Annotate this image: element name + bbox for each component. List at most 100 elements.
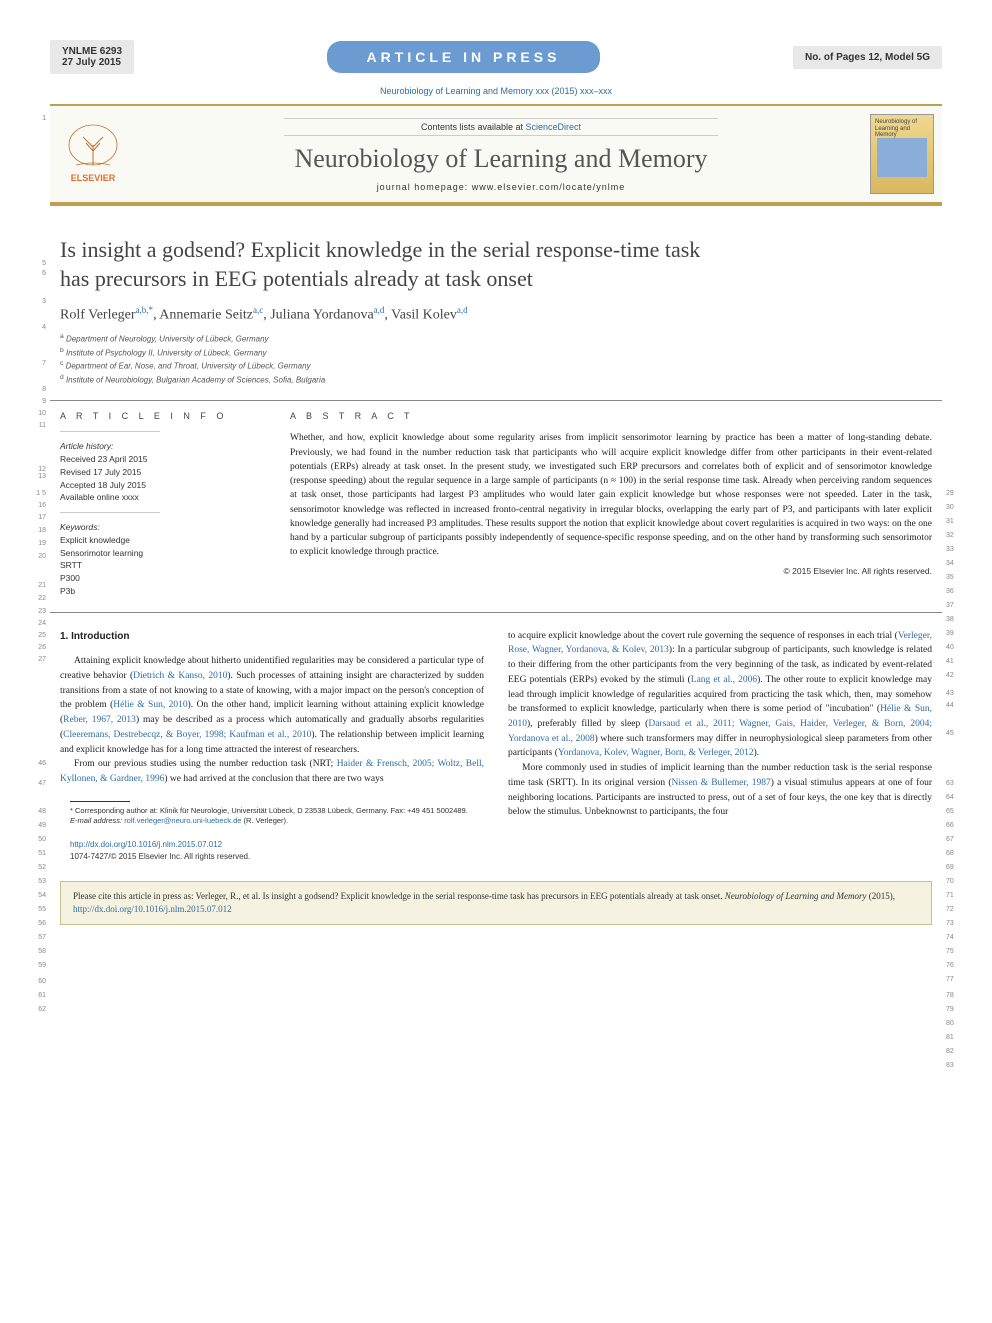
- citation-link[interactable]: Reber, 1967, 2013: [63, 715, 136, 725]
- line-number: 82: [946, 1048, 962, 1055]
- pages-model-box: No. of Pages 12, Model 5G: [793, 46, 942, 69]
- line-number: 18: [30, 527, 46, 534]
- body-column-left: 1. Introduction Attaining explicit knowl…: [60, 629, 484, 864]
- line-number: 58: [30, 948, 46, 955]
- line-number: 74: [946, 934, 962, 941]
- manuscript-date: 27 July 2015: [62, 57, 122, 68]
- sciencedirect-link[interactable]: ScienceDirect: [526, 122, 582, 132]
- doi-link[interactable]: http://dx.doi.org/10.1016/j.nlm.2015.07.…: [73, 904, 232, 914]
- line-number: 48: [30, 808, 46, 815]
- line-number: 17: [30, 514, 46, 521]
- journal-title: Neurobiology of Learning and Memory: [140, 144, 862, 174]
- line-number: 78: [946, 992, 962, 999]
- line-number: 56: [30, 920, 46, 927]
- authors-line: Rolf Verlegera,b,*, Annemarie Seitza,c, …: [50, 305, 942, 324]
- line-number: 25: [30, 632, 46, 639]
- abstract-column: A B S T R A C T Whether, and how, explic…: [290, 411, 932, 597]
- line-number: 64: [946, 794, 962, 801]
- author: Juliana Yordanova: [270, 308, 373, 323]
- keyword: Sensorimotor learning: [60, 547, 260, 560]
- line-number: 33: [946, 546, 962, 553]
- line-number: 7: [30, 360, 46, 367]
- citation-link[interactable]: Nissen & Bullemer, 1987: [672, 778, 771, 788]
- author: Vasil Kolev: [391, 308, 457, 323]
- line-number: 61: [30, 992, 46, 999]
- line-number: 19: [30, 540, 46, 547]
- keywords-label: Keywords:: [60, 521, 260, 534]
- line-number: 1 5: [30, 490, 46, 497]
- doi-link[interactable]: http://dx.doi.org/10.1016/j.nlm.2015.07.…: [70, 840, 222, 849]
- article-in-press-badge: ARTICLE IN PRESS: [327, 41, 601, 73]
- line-number: 35: [946, 574, 962, 581]
- line-number: 45: [946, 730, 962, 737]
- author: Rolf Verleger: [60, 308, 136, 323]
- issn-copyright: 1074-7427/© 2015 Elsevier Inc. All right…: [70, 852, 250, 861]
- cover-thumbnail-cell: Neurobiology of Learning and Memory: [862, 106, 942, 202]
- email-link[interactable]: rolf.verleger@neuro.uni-luebeck.de: [124, 816, 241, 825]
- revised-date: Revised 17 July 2015: [60, 466, 260, 479]
- affiliations: a Department of Neurology, University of…: [50, 332, 942, 387]
- body-paragraph: From our previous studies using the numb…: [60, 757, 484, 786]
- accepted-date: Accepted 18 July 2015: [60, 479, 260, 492]
- line-number: 20: [30, 553, 46, 560]
- citation-link[interactable]: Yordanova, Kolev, Wagner, Born, & Verleg…: [558, 748, 754, 758]
- line-number: 16: [30, 502, 46, 509]
- line-number: 44: [946, 702, 962, 709]
- line-number: 37: [946, 602, 962, 609]
- line-number: 27: [30, 656, 46, 663]
- doi-block: http://dx.doi.org/10.1016/j.nlm.2015.07.…: [60, 839, 484, 864]
- line-number: 31: [946, 518, 962, 525]
- body-paragraph: More commonly used in studies of implici…: [508, 761, 932, 820]
- contents-available-line: Contents lists available at ScienceDirec…: [284, 118, 717, 136]
- svg-text:ELSEVIER: ELSEVIER: [71, 173, 116, 183]
- line-number: 10: [30, 410, 46, 417]
- line-number: 49: [30, 822, 46, 829]
- line-number: 46: [30, 760, 46, 767]
- manuscript-code-box: YNLME 6293 27 July 2015: [50, 40, 134, 74]
- section-heading-intro: 1. Introduction: [60, 629, 484, 645]
- footnotes: * Corresponding author at: Klinik für Ne…: [60, 806, 484, 827]
- line-number: 30: [946, 504, 962, 511]
- line-number: 57: [30, 934, 46, 941]
- line-number: 22: [30, 595, 46, 602]
- header-center: ARTICLE IN PRESS: [134, 41, 793, 73]
- line-number: 79: [946, 1006, 962, 1013]
- keyword: P3b: [60, 585, 260, 598]
- history-label: Article history:: [60, 440, 260, 453]
- copyright-line: © 2015 Elsevier Inc. All rights reserved…: [290, 566, 932, 576]
- line-number: 55: [30, 906, 46, 913]
- line-number: 47: [30, 780, 46, 787]
- line-number: 53: [30, 878, 46, 885]
- citation-link[interactable]: Lang et al., 2006: [691, 675, 757, 685]
- line-number: 71: [946, 892, 962, 899]
- line-number: 51: [30, 850, 46, 857]
- journal-reference-link[interactable]: Neurobiology of Learning and Memory xxx …: [50, 86, 942, 96]
- line-number: 4: [30, 324, 46, 331]
- elsevier-tree-logo: ELSEVIER: [58, 117, 128, 187]
- abstract-text: Whether, and how, explicit knowledge abo…: [290, 431, 932, 559]
- line-number: 6: [30, 270, 46, 277]
- line-number: 62: [30, 1006, 46, 1013]
- line-number: 63: [946, 780, 962, 787]
- line-number: 75: [946, 948, 962, 955]
- line-number: 52: [30, 864, 46, 871]
- received-date: Received 23 April 2015: [60, 453, 260, 466]
- article-info-column: A R T I C L E I N F O Article history: R…: [60, 411, 260, 597]
- line-number: 60: [30, 978, 46, 985]
- article-title: Is insight a godsend? Explicit knowledge…: [50, 236, 942, 293]
- line-number: 21: [30, 582, 46, 589]
- line-number: 32: [946, 532, 962, 539]
- line-number: 41: [946, 658, 962, 665]
- email-line: E-mail address: rolf.verleger@neuro.uni-…: [70, 816, 484, 827]
- author: Annemarie Seitz: [159, 308, 253, 323]
- citation-link[interactable]: Hélie & Sun, 2010: [113, 700, 187, 710]
- body-paragraph: Attaining explicit knowledge about hithe…: [60, 654, 484, 757]
- citation-link[interactable]: Dietrich & Kanso, 2010: [133, 671, 227, 681]
- line-number: 54: [30, 892, 46, 899]
- line-number: 80: [946, 1020, 962, 1027]
- citation-link[interactable]: Cleeremans, Destrebecqz, & Boyer, 1998; …: [63, 730, 311, 740]
- journal-banner: ELSEVIER Contents lists available at Sci…: [50, 104, 942, 206]
- line-number: 9: [30, 398, 46, 405]
- journal-cover-thumbnail: Neurobiology of Learning and Memory: [870, 114, 934, 194]
- line-number: 11: [30, 422, 46, 429]
